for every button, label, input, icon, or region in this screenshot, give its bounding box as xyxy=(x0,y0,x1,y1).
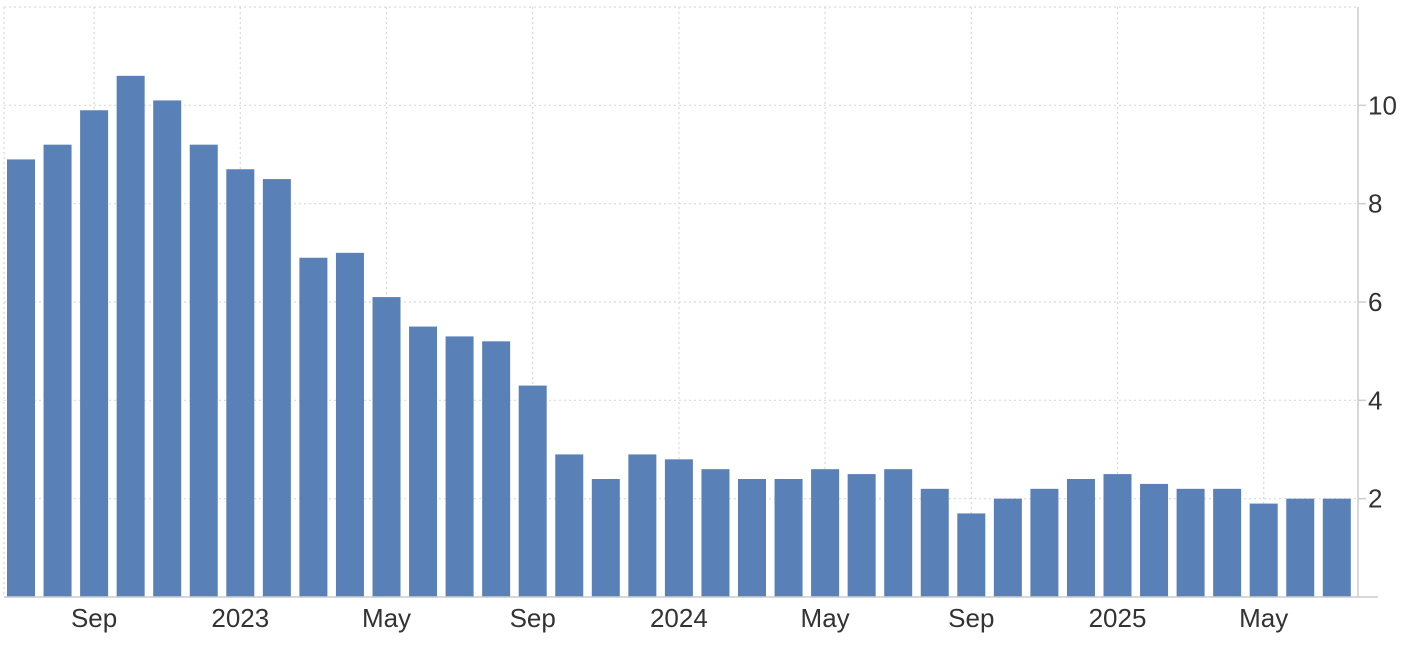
bar-2025-07[interactable] xyxy=(1322,498,1351,597)
bar-2022-09[interactable] xyxy=(80,110,109,597)
x-tick-label: 2024 xyxy=(650,603,708,633)
bar-2023-06[interactable] xyxy=(409,326,438,597)
bar-2023-12[interactable] xyxy=(628,454,657,597)
bar-2023-09[interactable] xyxy=(518,385,547,597)
bar-2025-03[interactable] xyxy=(1176,488,1205,597)
tick-label-layer: 2 4 6 8 10 Sep 2023 May Sep 2024 May Sep 2025 May xyxy=(71,90,1397,633)
bar-2025-04[interactable] xyxy=(1213,488,1242,597)
bar-2024-11[interactable] xyxy=(1030,488,1059,597)
bar-2024-01[interactable] xyxy=(664,459,693,597)
bar-2023-05[interactable] xyxy=(372,297,401,597)
x-tick-label: Sep xyxy=(948,603,994,633)
bar-2025-06[interactable] xyxy=(1286,498,1315,597)
y-tick-label: 10 xyxy=(1368,90,1397,120)
bar-2024-05[interactable] xyxy=(811,469,840,597)
y-tick-label: 4 xyxy=(1368,385,1382,415)
bar-2024-03[interactable] xyxy=(738,479,766,597)
bar-2025-01[interactable] xyxy=(1103,474,1132,597)
x-tick-label: Sep xyxy=(71,603,117,633)
bar-2023-02[interactable] xyxy=(262,179,291,598)
x-tick-label: 2025 xyxy=(1089,603,1147,633)
bar-2024-02[interactable] xyxy=(701,469,730,597)
y-tick-label: 8 xyxy=(1368,189,1382,219)
x-tick-label: Sep xyxy=(510,603,556,633)
bar-2023-08[interactable] xyxy=(482,341,511,597)
bar-2022-11[interactable] xyxy=(153,100,182,598)
bar-2024-12[interactable] xyxy=(1066,479,1095,597)
axis-layer xyxy=(4,7,1378,598)
bar-2023-11[interactable] xyxy=(591,479,620,597)
bar-2024-09[interactable] xyxy=(957,513,986,597)
bar-2022-10[interactable] xyxy=(116,75,145,598)
x-tick-label: May xyxy=(801,603,850,633)
bar-2023-03[interactable] xyxy=(299,257,328,597)
y-tick-label: 2 xyxy=(1368,484,1382,514)
bar-layer xyxy=(7,75,1351,598)
bar-2022-07[interactable] xyxy=(7,159,35,597)
bar-2022-12[interactable] xyxy=(189,144,218,597)
bar-2024-04[interactable] xyxy=(774,479,803,597)
x-tick-label: 2023 xyxy=(211,603,269,633)
bar-2024-08[interactable] xyxy=(920,488,949,597)
bar-2023-04[interactable] xyxy=(335,252,364,598)
bar-2023-10[interactable] xyxy=(555,454,584,597)
x-tick-label: May xyxy=(362,603,411,633)
x-tick-label: May xyxy=(1239,603,1288,633)
bar-2022-08[interactable] xyxy=(43,144,72,597)
bar-2023-07[interactable] xyxy=(445,336,474,597)
bar-2024-06[interactable] xyxy=(847,474,876,597)
bar-2024-10[interactable] xyxy=(993,498,1022,597)
bar-2025-02[interactable] xyxy=(1140,483,1169,597)
bar-2025-05[interactable] xyxy=(1249,503,1278,597)
bar-2024-07[interactable] xyxy=(884,469,913,597)
bar-2023-01[interactable] xyxy=(226,169,255,597)
y-tick-label: 6 xyxy=(1368,287,1382,317)
